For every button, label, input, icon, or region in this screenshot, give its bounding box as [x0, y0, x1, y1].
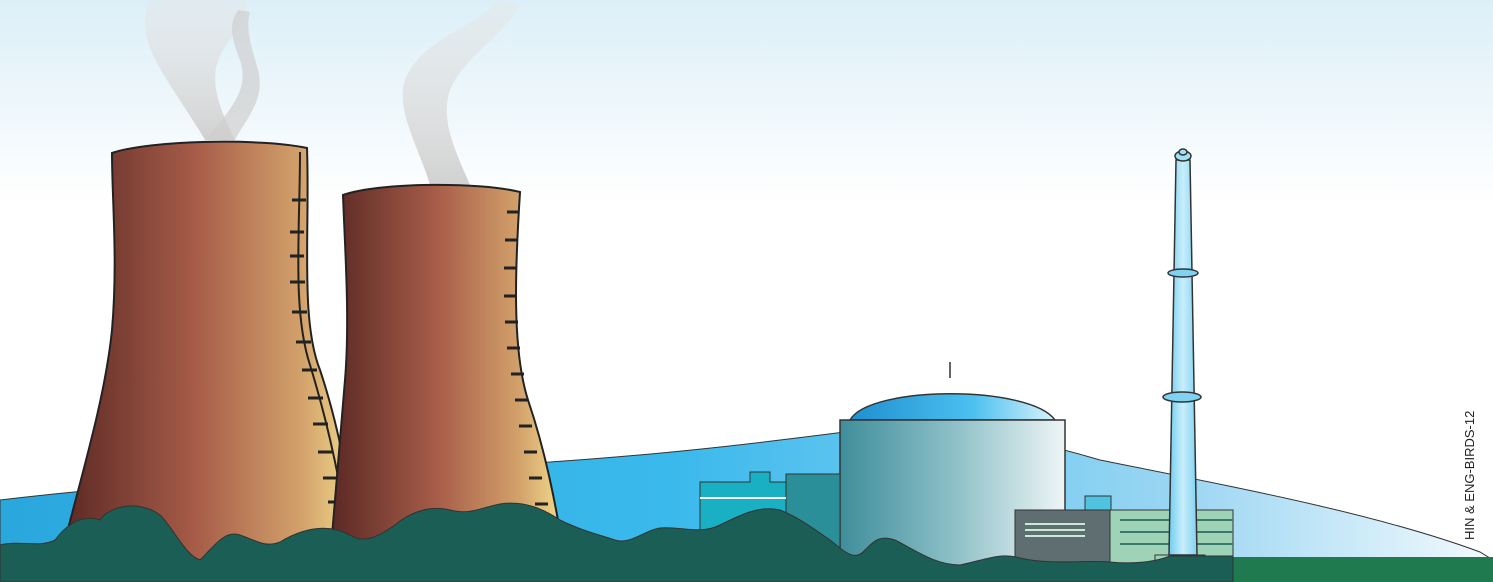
field — [1233, 557, 1493, 582]
cooling-tower-icon — [328, 183, 567, 561]
steam-plume-icon — [144, 0, 520, 185]
tree-line-icon — [0, 502, 1234, 582]
credit-label: HIN & ENG-BIRDS-12 — [1462, 410, 1477, 540]
exhaust-chimney-icon — [1162, 148, 1202, 556]
